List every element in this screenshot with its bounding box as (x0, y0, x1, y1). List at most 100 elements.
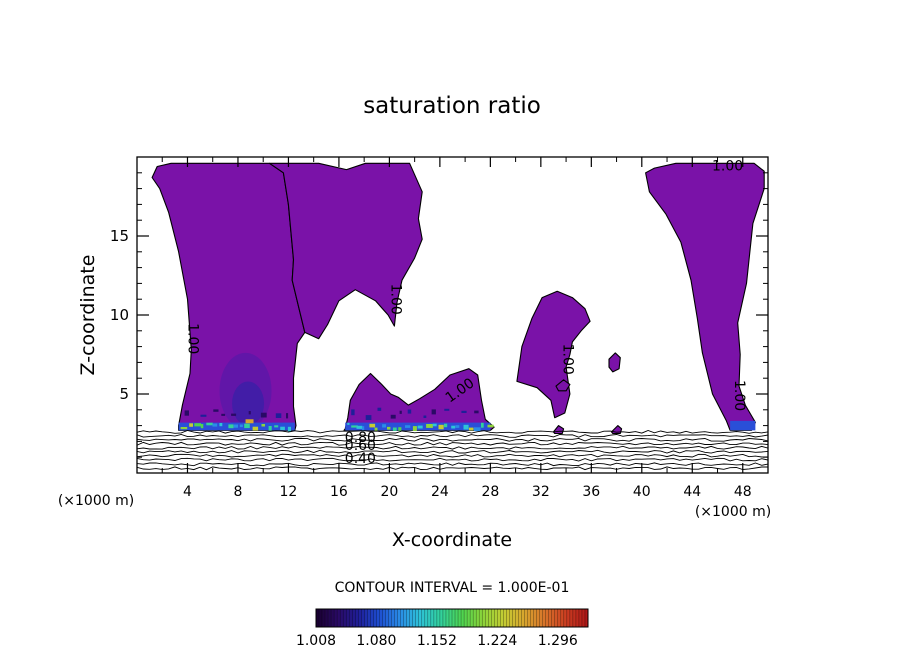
colorbar-segment (536, 609, 540, 627)
colorbar-segment (355, 609, 359, 627)
cloud-base-speck (200, 424, 204, 429)
cloud-base-speck (407, 409, 412, 414)
colorbar-segment (376, 609, 380, 627)
cloud-base-speck (423, 415, 427, 418)
colorbar-segment (409, 609, 414, 627)
colorbar-segment (427, 609, 432, 627)
contour-label: 1.00 (559, 344, 575, 375)
x-axis-label: X-coordinate (392, 529, 512, 551)
x-tick-label: 8 (233, 484, 242, 500)
colorbar-segment (352, 609, 356, 627)
cloud-base-band (730, 420, 756, 431)
colorbar-segment (439, 609, 444, 627)
x-tick-label: 12 (280, 484, 298, 500)
cloud-base-speck (463, 424, 469, 430)
colorbar-segment (421, 609, 426, 627)
x-tick-label: 16 (330, 484, 348, 500)
cloud-base-speck (200, 414, 207, 417)
colorbar-segment (470, 609, 474, 627)
colorbar-segment (521, 609, 525, 627)
colorbar-segment (548, 609, 553, 627)
cloud-base-speck (487, 424, 494, 428)
colorbar-segment (334, 609, 338, 627)
x-tick-label: 28 (481, 484, 499, 500)
cloud-base-speck (248, 411, 251, 415)
colorbar-segment (385, 609, 389, 627)
cloud-base-speck (481, 422, 484, 428)
colorbar-segment (325, 609, 329, 627)
contour-line (137, 462, 768, 467)
cloud-base-speck (474, 410, 479, 414)
cloud-base-speck (362, 426, 365, 432)
colorbar-segment (569, 609, 574, 627)
cloud-base-speck (405, 425, 411, 428)
colorbar-segment (418, 609, 423, 627)
contour-field (137, 162, 768, 471)
cloud-base-speck (390, 414, 396, 419)
colorbar-tick-label: 1.152 (417, 633, 457, 649)
colorbar-segment (433, 609, 438, 627)
x-tick-label: 44 (683, 484, 701, 500)
x-unit-right: (×1000 m) (695, 504, 771, 520)
colorbar-segment (388, 609, 392, 627)
colorbar-segment (539, 609, 543, 627)
cloud-base-speck (377, 407, 382, 411)
cloud-base-speck (212, 423, 218, 427)
cloud-base-speck (444, 408, 450, 411)
colorbar-segment (467, 609, 471, 627)
contour-labels: 1.001.001.001.001.001.000.800.600.40 (185, 158, 747, 466)
region-cloud-small-a (555, 379, 571, 392)
colorbar-tick-label: 1.296 (538, 633, 578, 649)
colorbar-segment (436, 609, 441, 627)
cloud-base-speck (206, 422, 213, 426)
cloud-base-speck (194, 423, 201, 427)
colorbar-segment (563, 609, 568, 627)
cloud-base-speck (244, 423, 250, 429)
cloud-base-speck (239, 424, 243, 428)
colorbar-segment (455, 609, 459, 627)
colorbar-segment (542, 609, 546, 627)
colorbar-segment (557, 609, 562, 627)
colorbar-segment (406, 609, 410, 627)
colorbar-segment (578, 609, 583, 627)
cloud-base-speck (387, 426, 391, 430)
contour-line (137, 449, 768, 454)
colorbar-tick-label: 1.008 (296, 633, 336, 649)
colorbar-segment (530, 609, 534, 627)
left-plume-core-inner (232, 381, 265, 426)
x-tick-label: 36 (582, 484, 600, 500)
contour-line (137, 430, 768, 434)
x-tick-label: 48 (734, 484, 752, 500)
colorbar-segment (364, 609, 368, 627)
x-tick-label: 32 (532, 484, 550, 500)
colorbar-segment (545, 609, 550, 627)
x-axis-ticks: 4 8 12 16 20 24 28 32 36 40 44 48 (161, 157, 752, 500)
cloud-base-speck (399, 410, 402, 414)
cloud-base-speck (347, 422, 350, 425)
colorbar-segment (506, 609, 510, 627)
colorbar-segment (331, 609, 335, 627)
y-tick-label: 5 (119, 385, 129, 403)
colorbar-segment (394, 609, 398, 627)
colorbar-segment (494, 609, 498, 627)
contour-label: 1.00 (712, 158, 743, 174)
cloud-base-speck (219, 423, 223, 427)
cloud-base-speck (233, 424, 238, 428)
y-tick-label: 10 (110, 306, 129, 324)
cloud-base-speck (455, 425, 460, 428)
colorbar-segment (566, 609, 571, 627)
cloud-base-speck (382, 424, 387, 428)
cloud-base-speck (286, 413, 289, 419)
colorbar-segment (527, 609, 531, 627)
colorbar-segment (370, 609, 374, 627)
colorbar-segment (424, 609, 429, 627)
colorbar-segment (358, 609, 362, 627)
y-axis-label: Z-coordinate (77, 255, 99, 376)
cloud-base-speck (184, 410, 189, 416)
colorbar-segment (415, 609, 420, 627)
colorbar-segment (464, 609, 468, 627)
cloud-base-speck (426, 424, 433, 428)
cloud-base-speck (268, 426, 272, 431)
colorbar-segment (497, 609, 501, 627)
